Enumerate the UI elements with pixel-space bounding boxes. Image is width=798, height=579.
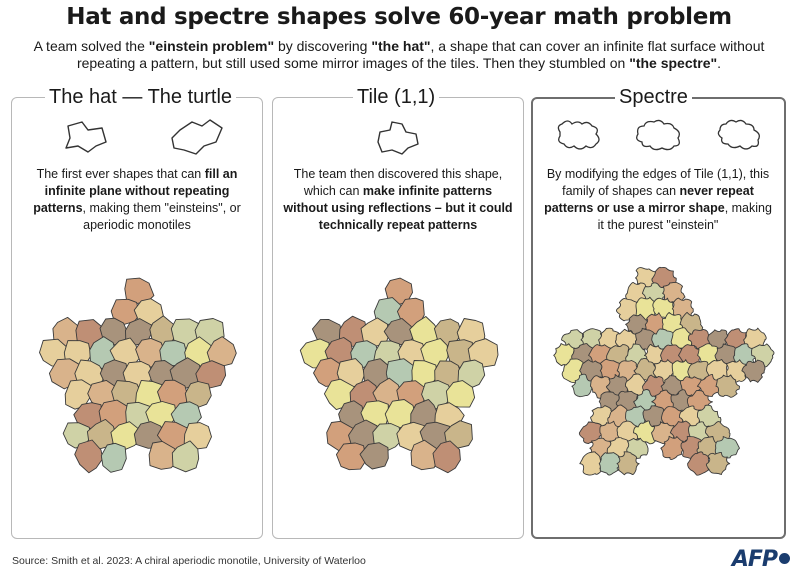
tile-piece: [705, 452, 731, 475]
spectre-shape-icon: [717, 119, 760, 150]
spectre-tiling-illustration: [553, 266, 775, 476]
tile-piece: [74, 439, 104, 474]
tile-piece: [432, 440, 461, 474]
tile-piece: [445, 380, 476, 408]
tile-piece: [626, 437, 649, 459]
tile-piece: [616, 451, 640, 476]
tile-piece: [696, 374, 722, 397]
tile-piece: [359, 442, 389, 470]
panel-title-tile-1-1: Tile (1,1): [353, 86, 440, 108]
tile-1-1-shape-icon: [377, 121, 419, 155]
tile-piece: [444, 420, 473, 449]
tile-piece: [100, 442, 127, 473]
afp-logo-dot: [779, 552, 790, 564]
desc-text: The first ever shapes that can: [36, 167, 205, 181]
panel-desc-spectre: By modifying the edges of Tile (1,1), th…: [543, 166, 773, 234]
desc-text: , making them "einsteins", or aperiodic …: [82, 201, 241, 232]
subtitle-text: .: [717, 55, 722, 71]
tile-piece: [633, 420, 659, 445]
afp-logo: AFP: [732, 547, 790, 572]
tile-1-1-tiling-illustration: [299, 277, 499, 474]
subtitle-bold: "the spectre": [629, 55, 718, 71]
tile-piece: [110, 421, 141, 450]
subtitle-text: , a shape that can cover an infinite fla…: [76, 38, 765, 71]
tile-piece: [195, 360, 227, 389]
desc-bold: never repeat patterns or use a mirror sh…: [544, 184, 754, 215]
tile-piece: [571, 373, 596, 398]
desc-text: By modifying the edges of Tile (1,1), th…: [546, 167, 770, 198]
tile-piece: [148, 440, 179, 470]
tile-piece: [579, 451, 604, 476]
panel-title-hat-turtle: The hat — The turtle: [45, 86, 237, 108]
tile-piece: [410, 439, 440, 471]
desc-bold: fill an infinite plane without repeating…: [33, 167, 238, 215]
subtitle-text: by discovering: [274, 38, 372, 54]
afp-logo-text: AFP: [731, 547, 778, 572]
page-title: Hat and spectre shapes solve 60-year mat…: [66, 4, 732, 30]
hat-shape-icon: [65, 121, 107, 153]
desc-text: , making it the purest "einstein": [597, 201, 772, 232]
panel-title-spectre: Spectre: [615, 86, 692, 108]
turtle-shape-icon: [171, 119, 223, 155]
subtitle-bold: "einstein problem": [148, 38, 275, 54]
tile-piece: [687, 451, 712, 476]
tile-piece: [184, 381, 212, 408]
panel-desc-tile-1-1: The team then discovered this shape, whi…: [283, 166, 513, 234]
tile-piece: [715, 374, 740, 398]
hat-tiling-illustration: [39, 277, 237, 474]
subtitle: A team solved the "einstein problem" by …: [20, 38, 778, 72]
desc-text: The team then discovered this shape, whi…: [293, 167, 503, 198]
tile-piece: [335, 442, 368, 471]
tile-piece: [660, 435, 686, 461]
tile-piece: [206, 336, 237, 367]
tile-piece: [171, 440, 200, 473]
subtitle-text: A team solved the: [33, 38, 149, 54]
spectre-shape-icon: [636, 119, 680, 151]
source-note: Source: Smith et al. 2023: A chiral aper…: [12, 555, 366, 567]
tile-piece: [598, 452, 623, 476]
spectre-shape-icon: [557, 120, 600, 150]
subtitle-bold: "the hat": [371, 38, 431, 54]
panel-desc-hat-turtle: The first ever shapes that can fill an i…: [22, 166, 252, 234]
desc-bold: make infinite patterns without using ref…: [283, 184, 513, 232]
tile-piece: [741, 359, 766, 383]
